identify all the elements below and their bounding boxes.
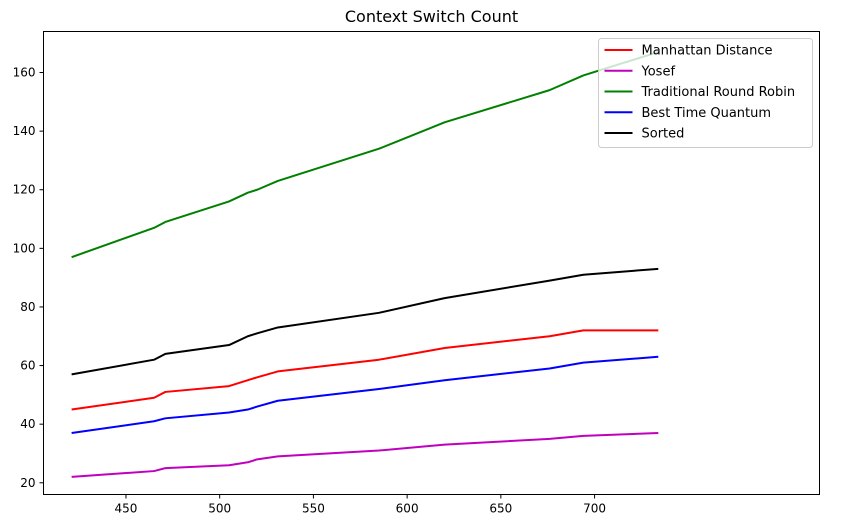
x-tick-label: 700 (583, 502, 606, 516)
y-tick-label: 20 (20, 476, 35, 490)
y-tick-label: 80 (20, 300, 35, 314)
legend: Manhattan Distance Yosef Traditional Round… (598, 38, 813, 148)
series-line-3 (71, 355, 659, 434)
y-tick-label: 60 (20, 359, 35, 373)
chart-title: Context Switch Count (345, 7, 518, 26)
x-tick-label: 500 (208, 502, 231, 516)
series-line-4 (71, 267, 659, 376)
legend-label: Best Time Quantum (642, 106, 772, 121)
legend-label: Sorted (642, 127, 685, 142)
series-line-1 (71, 431, 659, 478)
x-axis: 450 500 550 600 650 700 (115, 494, 606, 516)
x-tick-label: 600 (396, 502, 419, 516)
y-tick-label: 40 (20, 417, 35, 431)
y-tick-label: 120 (13, 183, 36, 197)
y-tick-label: 100 (13, 241, 36, 255)
plot-frame (43, 31, 820, 495)
y-axis: 20 40 60 80 100 120 140 160 (13, 66, 44, 490)
y-tick-label: 140 (13, 124, 36, 138)
plot-lines (71, 51, 659, 478)
x-tick-label: 650 (489, 502, 512, 516)
legend-label: Manhattan Distance (642, 44, 773, 59)
x-tick-label: 450 (115, 502, 138, 516)
legend-box (598, 38, 813, 148)
legend-label: Traditional Round Robin (641, 85, 796, 100)
x-tick-label: 550 (302, 502, 325, 516)
y-tick-label: 160 (13, 66, 36, 80)
legend-label: Yosef (641, 64, 676, 79)
series-line-2 (71, 51, 659, 259)
series-line-0 (71, 329, 659, 411)
